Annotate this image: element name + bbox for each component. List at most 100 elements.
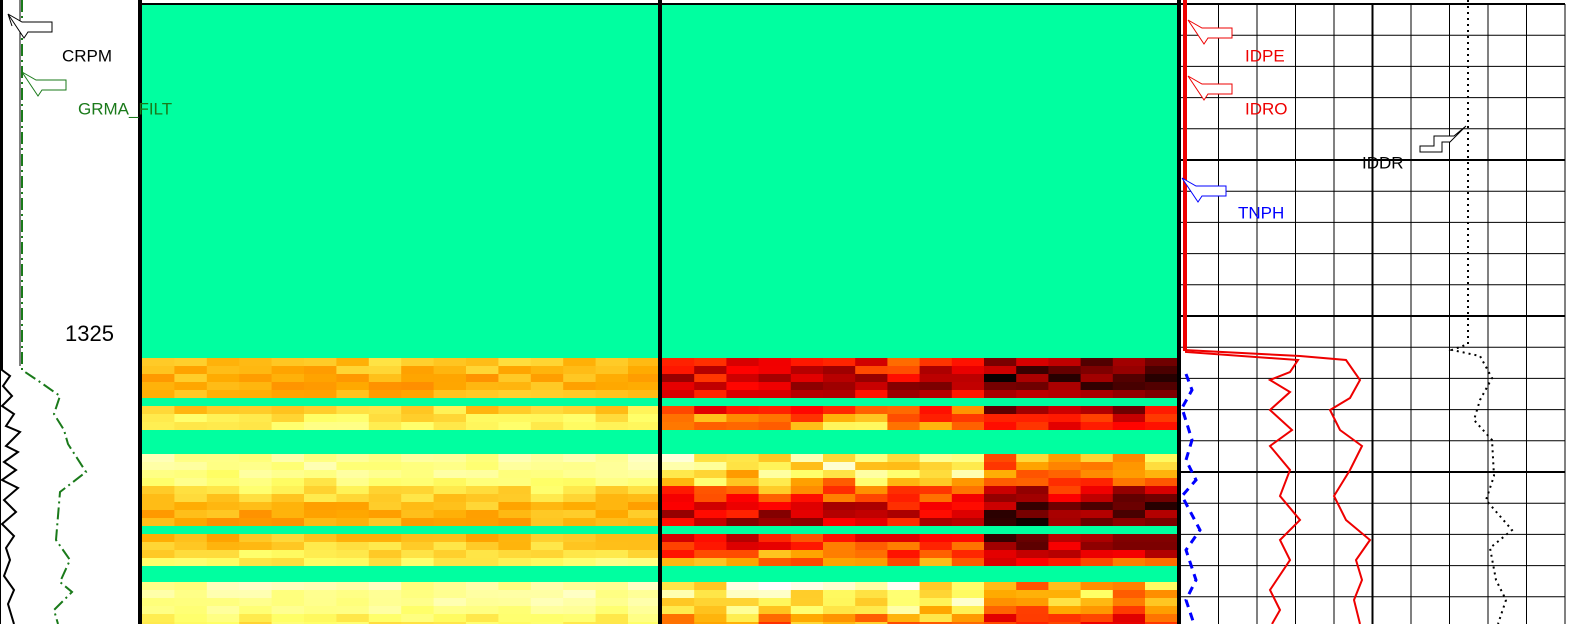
image-pixel: [1112, 510, 1146, 518]
image-pixel: [401, 454, 435, 462]
image-pixel: [530, 582, 564, 590]
image-pixel: [563, 486, 597, 494]
image-pixel: [1048, 478, 1082, 486]
image-pixel: [758, 606, 792, 614]
image-pixel: [1145, 390, 1178, 398]
image-pixel: [401, 502, 435, 510]
image-pixel: [304, 414, 337, 422]
image-pixel: [855, 582, 889, 590]
image-pixel: [1145, 478, 1178, 486]
image-pixel: [758, 542, 792, 550]
image-pixel: [726, 518, 760, 526]
image-pixel: [628, 462, 661, 470]
image-pixel: [433, 486, 467, 494]
image-pixel: [855, 462, 889, 470]
image-pixel: [919, 374, 953, 382]
image-pixel: [984, 542, 1017, 550]
image-pixel: [1145, 454, 1178, 462]
image-pixel: [530, 462, 564, 470]
image-pixel: [498, 606, 532, 614]
image-pixel: [433, 494, 467, 502]
image-pixel: [401, 590, 435, 598]
image-pixel: [142, 534, 175, 542]
image-pixel: [984, 590, 1017, 598]
image-pixel: [1112, 502, 1146, 510]
image-pixel: [466, 470, 499, 478]
image-pixel: [271, 614, 305, 622]
image-pixel: [1016, 606, 1050, 614]
image-pixel: [304, 462, 337, 470]
image-pixel: [206, 366, 240, 374]
image-pixel: [530, 366, 564, 374]
image-pixel: [1016, 462, 1050, 470]
image-pixel: [984, 622, 1017, 624]
image-pixel: [304, 406, 337, 414]
image-pixel: [919, 582, 953, 590]
image-pixel: [466, 598, 499, 606]
image-pixel: [466, 590, 499, 598]
image-pixel: [174, 374, 208, 382]
image-pixel: [694, 558, 728, 566]
image-pixel: [530, 406, 564, 414]
image-pixel: [1016, 366, 1050, 374]
image-pixel: [984, 422, 1017, 430]
image-pixel: [887, 366, 921, 374]
image-pixel: [628, 486, 661, 494]
image-pixel: [498, 494, 532, 502]
image-pixel: [466, 614, 499, 622]
image-pixel: [595, 406, 629, 414]
image-pixel: [823, 550, 856, 558]
image-pixel: [304, 494, 337, 502]
image-pixel: [758, 414, 792, 422]
image-pixel: [142, 382, 175, 390]
image-pixel: [1145, 534, 1178, 542]
image-pixel: [628, 550, 661, 558]
image-pixel: [1016, 406, 1050, 414]
image-pixel: [887, 558, 921, 566]
image-pixel: [563, 542, 597, 550]
image-pixel: [271, 382, 305, 390]
image-pixel: [1016, 382, 1050, 390]
image-pixel: [790, 518, 824, 526]
image-pixel: [563, 390, 597, 398]
image-pixel: [662, 470, 695, 478]
image-pixel: [628, 622, 661, 624]
image-pixel: [1080, 358, 1114, 366]
image-pixel: [271, 374, 305, 382]
image-pixel: [790, 414, 824, 422]
image-pixel: [336, 606, 370, 614]
image-pixel: [1112, 478, 1146, 486]
image-pixel: [433, 590, 467, 598]
image-pixel: [433, 606, 467, 614]
image-pixel: [726, 382, 760, 390]
image-pixel: [662, 558, 695, 566]
image-pixel: [823, 518, 856, 526]
image-pixel: [595, 622, 629, 624]
image-pixel: [336, 390, 370, 398]
image-pixel: [694, 454, 728, 462]
image-pixel: [790, 366, 824, 374]
image-pixel: [984, 598, 1017, 606]
image-pixel: [758, 598, 792, 606]
image-pixel: [628, 382, 661, 390]
image-pixel: [304, 582, 337, 590]
image-pixel: [984, 358, 1017, 366]
image-pixel: [1048, 390, 1082, 398]
image-pixel: [887, 534, 921, 542]
image-pixel: [662, 606, 695, 614]
image-pixel: [919, 510, 953, 518]
image-pixel: [1016, 478, 1050, 486]
image-pixel: [466, 486, 499, 494]
image-pixel: [368, 422, 402, 430]
image-pixel: [919, 550, 953, 558]
image-pixel: [271, 550, 305, 558]
image-pixel: [984, 534, 1017, 542]
image-pixel: [887, 454, 921, 462]
image-pixel: [984, 518, 1017, 526]
image-pixel: [239, 366, 273, 374]
image-pixel: [984, 390, 1017, 398]
image-pixel: [1080, 510, 1114, 518]
image-pixel: [1112, 614, 1146, 622]
image-pixel: [790, 382, 824, 390]
image-pixel: [662, 366, 695, 374]
